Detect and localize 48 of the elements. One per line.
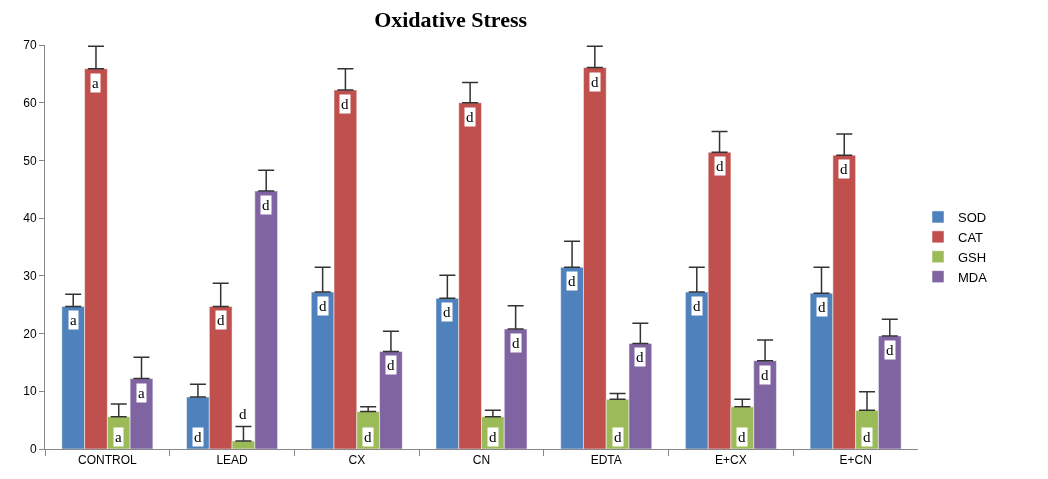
data-label: d bbox=[840, 161, 848, 177]
data-label: a bbox=[115, 429, 122, 445]
y-tick-label: 20 bbox=[23, 326, 37, 341]
y-tick-label: 50 bbox=[23, 153, 37, 168]
x-tick-label: CX bbox=[348, 453, 366, 468]
y-tick-label: 10 bbox=[23, 384, 37, 399]
data-label: a bbox=[92, 75, 99, 91]
data-label: d bbox=[364, 429, 372, 445]
data-label: d bbox=[716, 158, 724, 174]
data-label: d bbox=[239, 406, 247, 422]
y-tick-label: 60 bbox=[23, 95, 37, 110]
chart-title: Oxidative Stress bbox=[374, 7, 528, 33]
x-tick-label: EDTA bbox=[590, 453, 622, 468]
legend-label: SOD bbox=[958, 210, 987, 226]
data-label: d bbox=[489, 429, 497, 445]
data-label: d bbox=[614, 429, 622, 445]
data-label: d bbox=[863, 429, 871, 445]
data-label: d bbox=[466, 109, 474, 125]
x-tick-label: CONTROL bbox=[78, 453, 138, 468]
data-label: a bbox=[70, 312, 77, 328]
data-label: d bbox=[262, 197, 270, 213]
y-tick-label: 70 bbox=[23, 38, 37, 53]
data-label: d bbox=[194, 429, 202, 445]
x-tick-label: CN bbox=[472, 453, 491, 468]
data-label: d bbox=[636, 349, 644, 365]
data-label: d bbox=[512, 335, 520, 351]
data-label: a bbox=[138, 385, 145, 401]
data-label: d bbox=[568, 273, 576, 289]
y-tick-label: 0 bbox=[29, 442, 37, 457]
data-label: d bbox=[443, 304, 451, 320]
x-tick-label: E+CX bbox=[715, 453, 747, 468]
y-tick-label: 30 bbox=[23, 269, 37, 284]
data-label: d bbox=[693, 298, 701, 314]
x-tick-label: E+CN bbox=[839, 453, 872, 468]
data-label: d bbox=[761, 367, 769, 383]
legend-label: MDA bbox=[958, 269, 988, 285]
y-tick-label: 40 bbox=[23, 211, 37, 226]
data-label: d bbox=[341, 96, 349, 112]
data-label: d bbox=[319, 298, 327, 314]
data-label: d bbox=[591, 74, 599, 90]
legend-label: CAT bbox=[958, 229, 984, 245]
data-label: d bbox=[886, 342, 894, 358]
data-label: d bbox=[738, 429, 746, 445]
x-tick-label: LEAD bbox=[216, 453, 249, 468]
data-label: d bbox=[217, 312, 225, 328]
data-label: d bbox=[387, 357, 395, 373]
legend-label: GSH bbox=[958, 249, 987, 265]
data-label: d bbox=[818, 299, 826, 315]
